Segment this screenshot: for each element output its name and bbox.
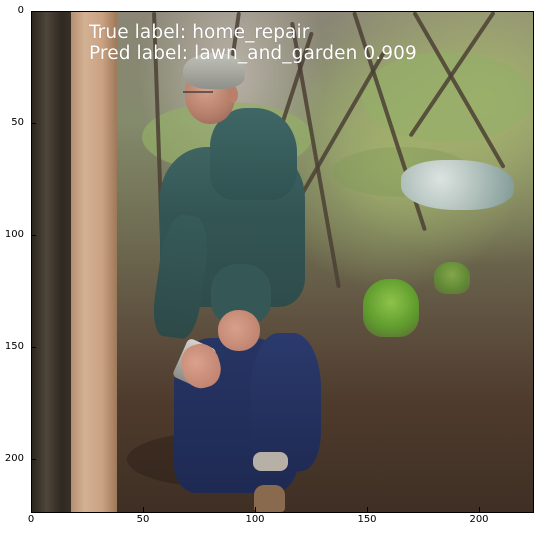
right-hand [218, 310, 260, 351]
x-tick-mark [367, 507, 368, 512]
x-tick-mark [479, 507, 480, 512]
jeans-leg-front [251, 333, 321, 471]
x-tick-label-150: 150 [357, 514, 377, 525]
photo-scene [32, 12, 533, 512]
crouching-man [32, 12, 533, 512]
x-tick-label-50: 50 [136, 514, 150, 525]
true-label-text: True label: home_repair [89, 22, 310, 43]
y-tick-label-50: 50 [11, 117, 24, 128]
x-tick-mark [31, 507, 32, 512]
x-tick-label-200: 200 [469, 514, 489, 525]
hair [183, 53, 245, 89]
image-plot-area: True label: home_repair Pred label: lawn… [31, 11, 534, 513]
y-tick-mark [31, 123, 36, 124]
pred-label-text: Pred label: lawn_and_garden 0.909 [89, 43, 417, 64]
tree-trunk [32, 12, 74, 512]
sock-cuff [253, 452, 288, 471]
x-tick-mark [255, 507, 256, 512]
y-tick-mark [31, 235, 36, 236]
green-plant-small [434, 262, 470, 294]
green-plant [363, 279, 419, 337]
hoodie-hood [210, 108, 297, 200]
x-tick-label-100: 100 [245, 514, 265, 525]
y-tick-label-0: 0 [17, 5, 24, 16]
white-tarp [401, 160, 514, 210]
y-tick-label-150: 150 [4, 341, 24, 352]
prediction-annotation: True label: home_repair Pred label: lawn… [89, 22, 417, 64]
boot [254, 485, 285, 512]
glasses [183, 91, 213, 93]
ear [228, 86, 238, 103]
y-tick-mark [31, 11, 36, 12]
y-tick-mark [31, 347, 36, 348]
x-tick-label-0: 0 [27, 514, 35, 525]
y-tick-mark [31, 459, 36, 460]
y-tick-label-100: 100 [4, 229, 24, 240]
wooden-post [71, 12, 117, 512]
x-tick-mark [143, 507, 144, 512]
y-tick-label-200: 200 [4, 453, 24, 464]
